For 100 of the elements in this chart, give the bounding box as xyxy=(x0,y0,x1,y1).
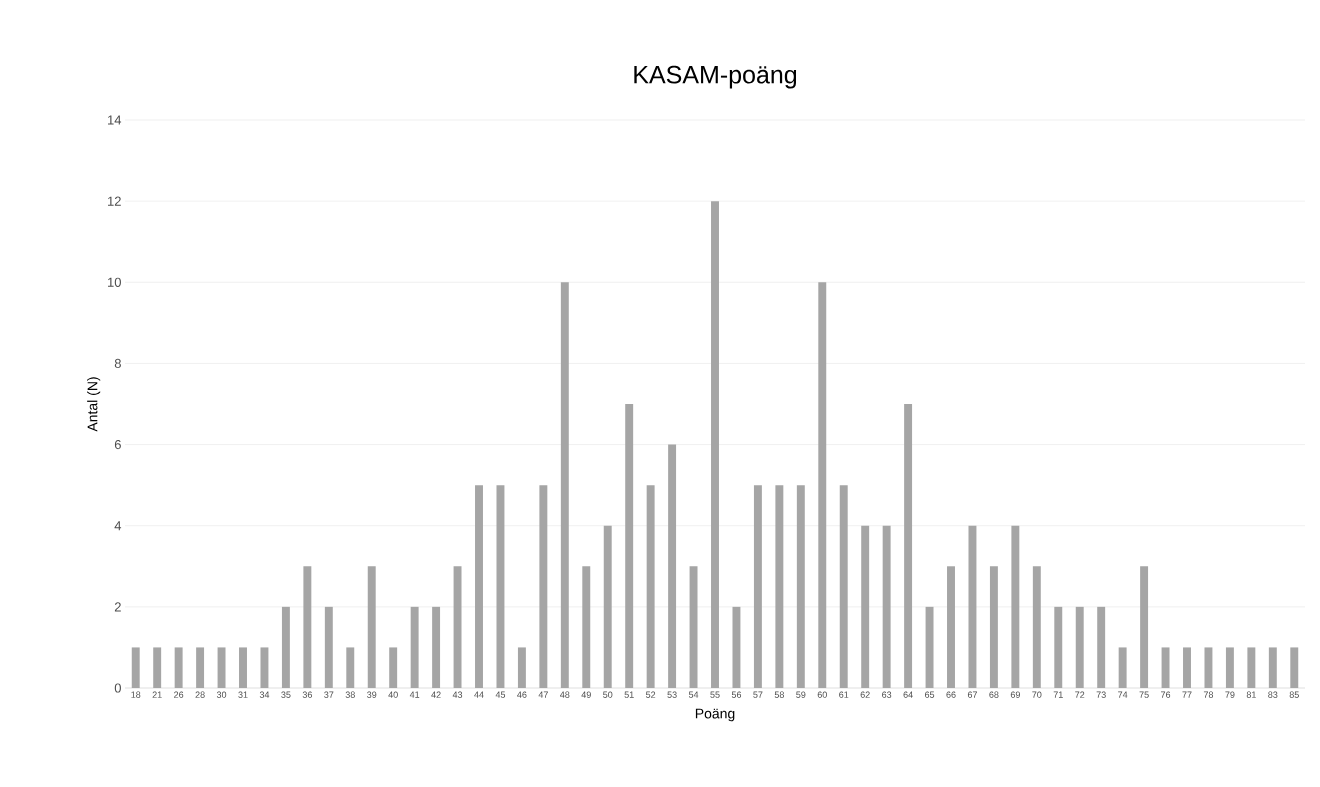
bar xyxy=(475,485,483,688)
bar xyxy=(1225,647,1234,688)
bar xyxy=(753,485,762,688)
bar xyxy=(839,485,848,688)
x-tick-label: 50 xyxy=(603,691,613,698)
bar xyxy=(496,485,505,688)
bar xyxy=(1118,647,1127,688)
bar xyxy=(989,566,998,688)
bar xyxy=(904,404,913,688)
x-tick-label: 68 xyxy=(989,691,999,698)
y-tick-label: 10 xyxy=(108,277,121,287)
bar xyxy=(1204,647,1213,688)
x-tick-label: 63 xyxy=(882,691,892,698)
x-tick-label: 66 xyxy=(946,691,956,698)
y-axis-title: Antal (N) xyxy=(87,377,101,432)
bar xyxy=(517,647,526,688)
bar xyxy=(367,566,376,688)
x-tick-label: 35 xyxy=(281,691,291,698)
bar xyxy=(1097,606,1106,688)
x-tick-label: 44 xyxy=(474,691,484,698)
x-tick-label: 73 xyxy=(1096,691,1106,698)
x-tick-label: 59 xyxy=(796,691,806,698)
bar xyxy=(861,525,870,688)
x-tick-label: 74 xyxy=(1118,691,1128,698)
x-tick-label: 85 xyxy=(1289,691,1299,698)
x-tick-label: 81 xyxy=(1246,691,1256,698)
x-tick-label: 71 xyxy=(1053,691,1063,698)
x-tick-label: 69 xyxy=(1010,691,1020,698)
x-tick-label: 54 xyxy=(688,691,699,698)
x-tick-label: 67 xyxy=(967,691,977,698)
bar xyxy=(882,525,891,688)
bar xyxy=(196,647,205,688)
bar xyxy=(1032,566,1041,688)
bar xyxy=(1075,606,1084,688)
x-axis-title: Poäng xyxy=(695,708,735,722)
x-tick-label: 26 xyxy=(174,691,184,698)
x-tick-label: 28 xyxy=(195,691,205,698)
x-tick-label: 64 xyxy=(903,691,913,698)
bar xyxy=(603,525,612,688)
bar xyxy=(968,525,977,688)
bar xyxy=(453,566,462,688)
bar xyxy=(1247,647,1256,688)
bar xyxy=(689,566,698,688)
x-tick-label: 18 xyxy=(131,691,141,698)
x-tick-label: 75 xyxy=(1139,691,1149,698)
bar xyxy=(389,647,398,688)
x-tick-label: 42 xyxy=(431,691,441,698)
x-tick-label: 48 xyxy=(560,691,570,698)
bar xyxy=(625,404,634,688)
x-tick-label: 56 xyxy=(731,691,742,698)
bar xyxy=(668,444,677,688)
y-tick-label: 8 xyxy=(114,358,121,369)
x-tick-label: 60 xyxy=(817,691,827,698)
y-tick-label: 12 xyxy=(108,196,121,206)
x-tick-label: 70 xyxy=(1032,691,1042,698)
bar xyxy=(1054,606,1063,688)
x-tick-label: 37 xyxy=(324,691,334,698)
x-tick-label: 45 xyxy=(495,691,506,698)
x-tick-label: 47 xyxy=(538,691,548,698)
x-tick-label: 62 xyxy=(860,691,870,698)
x-tick-label: 39 xyxy=(367,691,377,698)
bar xyxy=(153,647,162,688)
x-tick-label: 57 xyxy=(753,691,763,698)
bar xyxy=(1140,566,1149,688)
bar xyxy=(646,485,655,688)
x-tick-label: 83 xyxy=(1268,691,1278,698)
y-tick-label: 6 xyxy=(114,439,121,450)
x-tick-label: 52 xyxy=(645,691,656,698)
x-tick-label: 41 xyxy=(409,691,420,698)
x-tick-label: 58 xyxy=(774,691,784,698)
bar xyxy=(432,606,441,688)
x-tick-label: 43 xyxy=(452,691,463,698)
x-tick-label: 31 xyxy=(238,691,248,698)
bar xyxy=(925,606,934,688)
x-tick-label: 61 xyxy=(839,691,849,698)
y-tick-label: 0 xyxy=(114,683,121,693)
bar xyxy=(303,566,312,688)
bar xyxy=(1161,647,1170,688)
x-tick-label: 21 xyxy=(152,691,162,698)
y-tick-label: 4 xyxy=(114,521,122,531)
bar xyxy=(582,566,591,688)
bar xyxy=(1290,647,1299,688)
x-tick-label: 36 xyxy=(302,691,312,698)
bar xyxy=(131,647,140,688)
x-tick-label: 30 xyxy=(216,691,227,698)
x-tick-label: 49 xyxy=(581,691,591,698)
x-tick-label: 77 xyxy=(1182,691,1192,698)
bar xyxy=(174,647,183,688)
bar xyxy=(260,647,269,688)
bar xyxy=(796,485,805,688)
x-tick-label: 55 xyxy=(710,691,720,698)
bar xyxy=(324,606,333,688)
bar xyxy=(1268,647,1277,688)
x-tick-label: 46 xyxy=(517,691,527,698)
chart-title: KASAM-poäng xyxy=(634,65,797,89)
x-tick-label: 34 xyxy=(259,691,270,698)
bar xyxy=(281,606,290,688)
bar xyxy=(711,201,719,688)
y-tick-label: 2 xyxy=(114,602,121,612)
bar xyxy=(239,647,247,688)
